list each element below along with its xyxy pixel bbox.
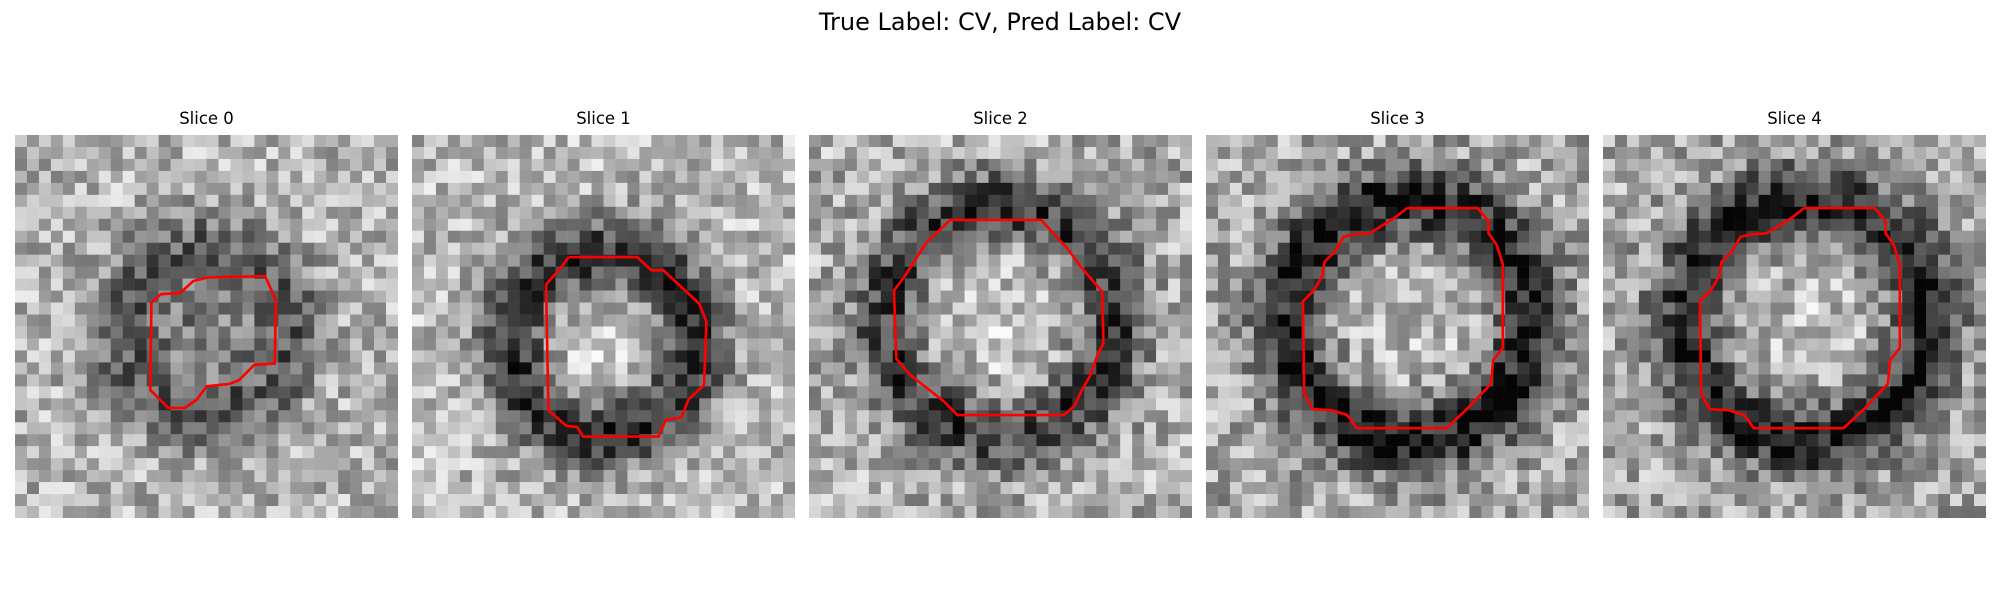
segmentation-contour-3 xyxy=(1301,206,1505,430)
segmentation-contour-2 xyxy=(892,218,1105,417)
slice-panel-3: Slice 3 xyxy=(1206,108,1589,518)
slice-panel-0: Slice 0 xyxy=(15,108,398,518)
slice-title-0: Slice 0 xyxy=(179,109,234,128)
figure-title: True Label: CV, Pred Label: CV xyxy=(818,8,1182,36)
slice-panel-4: Slice 4 xyxy=(1603,108,1986,518)
grayscale-pixels-0 xyxy=(15,135,398,518)
slice-image-0 xyxy=(15,135,398,518)
slice-title-1: Slice 1 xyxy=(576,109,631,128)
slice-panel-2: Slice 2 xyxy=(809,108,1192,518)
grayscale-pixels-3 xyxy=(1206,135,1589,518)
slice-title-4: Slice 4 xyxy=(1767,109,1822,128)
grayscale-pixels-2 xyxy=(809,135,1192,518)
segmentation-contour-0 xyxy=(148,274,278,410)
slice-title-2: Slice 2 xyxy=(973,109,1028,128)
slice-image-2 xyxy=(809,135,1192,518)
slice-image-4 xyxy=(1603,135,1986,518)
grayscale-pixels-4 xyxy=(1603,135,1986,518)
segmentation-contour-1 xyxy=(544,255,708,438)
grayscale-pixels-1 xyxy=(412,135,795,518)
slice-panel-1: Slice 1 xyxy=(412,108,795,518)
slice-image-3 xyxy=(1206,135,1589,518)
slice-image-1 xyxy=(412,135,795,518)
slice-title-3: Slice 3 xyxy=(1370,109,1425,128)
segmentation-contour-4 xyxy=(1698,206,1902,430)
